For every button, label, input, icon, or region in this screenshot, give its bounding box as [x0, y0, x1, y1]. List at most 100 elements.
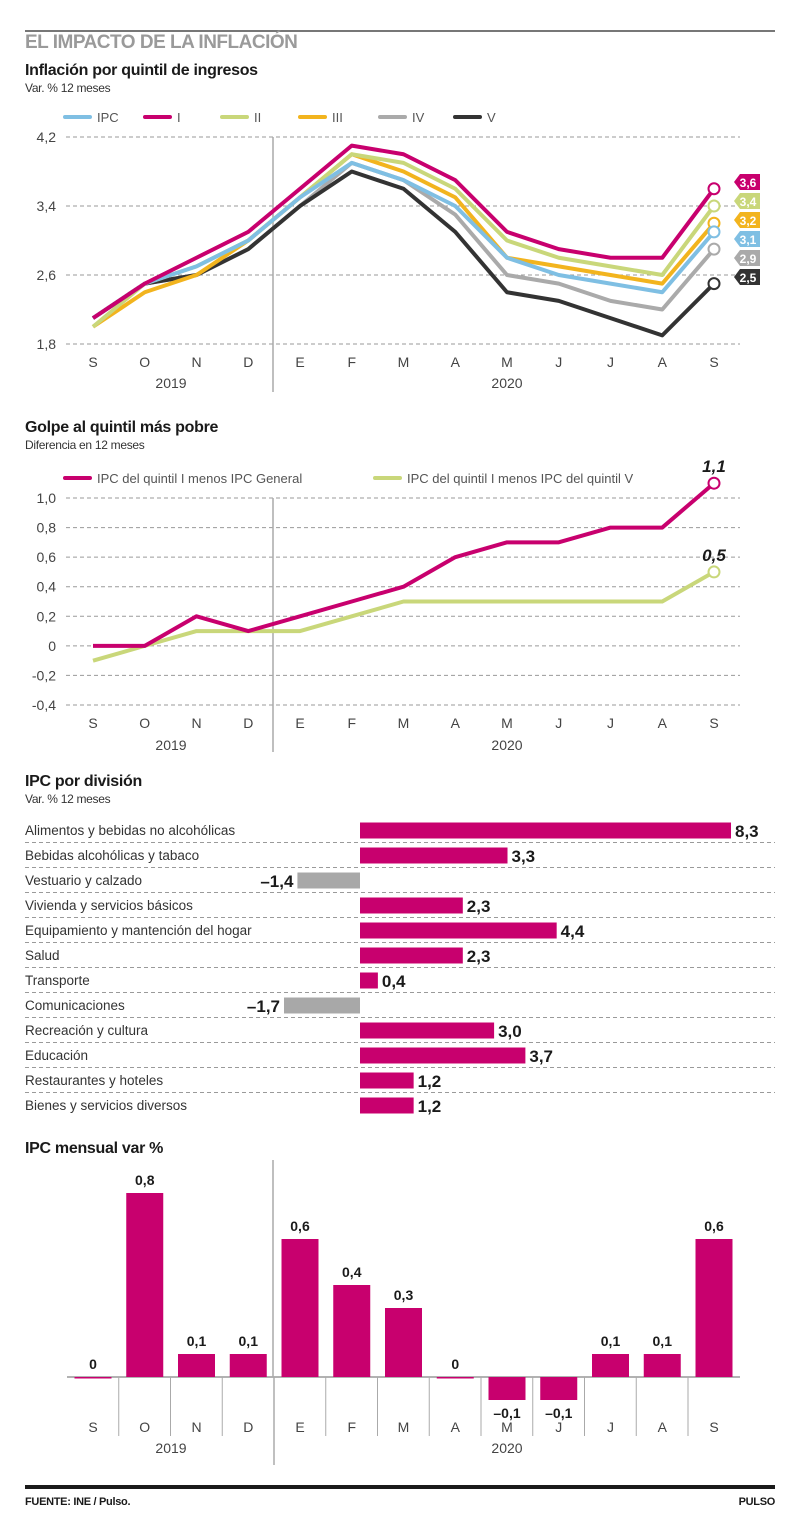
- bar: [360, 1097, 414, 1114]
- x-tick-label: M: [501, 1419, 513, 1435]
- x-tick-label: D: [243, 354, 253, 370]
- end-label-tag-III: [734, 212, 760, 228]
- value-label: 0,4: [382, 972, 406, 991]
- value-label: 8,3: [735, 822, 759, 841]
- x-tick-label: N: [191, 715, 201, 731]
- division-bar-chart: Alimentos y bebidas no alcohólicas 8,3 Beb…: [25, 822, 775, 1116]
- bar: [360, 1022, 495, 1039]
- legend-label-II: II: [254, 110, 261, 125]
- x-tick-label: F: [347, 715, 356, 731]
- category-label: Recreación y cultura: [25, 1023, 149, 1038]
- x-tick-label: N: [191, 1419, 201, 1435]
- x-tick-label: S: [709, 1419, 718, 1435]
- x-tick-label: J: [555, 715, 562, 731]
- y-tick-label: 1,0: [37, 490, 57, 506]
- category-label: Salud: [25, 948, 60, 963]
- value-label: 0,8: [135, 1172, 155, 1188]
- x-tick-label: M: [501, 354, 513, 370]
- end-label-tag-IV: [734, 250, 760, 266]
- x-tick-label: O: [139, 715, 150, 731]
- end-marker-IPC: [707, 225, 721, 239]
- bar: [360, 947, 463, 964]
- value-label: 0,6: [704, 1218, 724, 1234]
- bar: [360, 1047, 526, 1064]
- mensual-bar-chart: 0S0,8O0,1N0,1D0,6E0,4F0,3M0A–0,1M–0,1J0,…: [67, 1160, 740, 1465]
- x-tick-label: A: [658, 354, 668, 370]
- division-chart-title: IPC por división: [25, 773, 142, 790]
- y-tick-label: 4,2: [37, 129, 57, 145]
- bar: [540, 1377, 578, 1400]
- x-tick-label: S: [88, 354, 97, 370]
- series-line-V: [91, 169, 716, 338]
- x-tick-label: A: [658, 1419, 668, 1435]
- value-label: 0,3: [394, 1287, 414, 1303]
- x-tick-label: S: [709, 715, 718, 731]
- bar: [360, 1072, 414, 1089]
- year-label-2019: 2019: [155, 737, 186, 753]
- series-line: [92, 570, 715, 663]
- bar: [284, 997, 360, 1014]
- value-label: 0,6: [290, 1218, 310, 1234]
- x-tick-label: M: [501, 715, 513, 731]
- series-line-IPC: [91, 160, 716, 320]
- value-label: 0,1: [653, 1333, 673, 1349]
- legend-label: IPC del quintil I menos IPC del quintil …: [407, 471, 633, 486]
- x-tick-label: O: [139, 354, 150, 370]
- bar: [360, 922, 557, 939]
- end-label-tag-IPC: [734, 231, 760, 247]
- bar: [297, 872, 360, 889]
- bar: [643, 1354, 681, 1377]
- category-label: Bienes y servicios diversos: [25, 1098, 187, 1113]
- year-label-2020: 2020: [491, 375, 522, 391]
- value-label: 0: [89, 1356, 97, 1372]
- bar: [126, 1193, 164, 1377]
- value-label: 4,4: [561, 922, 585, 941]
- value-label: 3,7: [529, 1047, 553, 1066]
- value-label: –0,1: [493, 1405, 520, 1421]
- category-label: Vivienda y servicios básicos: [25, 898, 193, 913]
- category-label: Alimentos y bebidas no alcohólicas: [25, 823, 235, 838]
- x-tick-label: A: [658, 715, 668, 731]
- x-tick-label: D: [243, 715, 253, 731]
- x-tick-label: M: [398, 1419, 410, 1435]
- x-tick-label: N: [191, 354, 201, 370]
- end-label-II: 3,4: [740, 195, 757, 209]
- golpe-line-chart: IPC del quintil I menos IPC General IPC d…: [32, 457, 740, 753]
- series-line-I: [91, 143, 716, 320]
- quintil-line-chart: IPC I II III IV V4,23,42,61,8S O N D E F M A M J J A S201…: [37, 110, 760, 392]
- year-label-2019: 2019: [155, 375, 186, 391]
- value-label: 0,1: [601, 1333, 621, 1349]
- end-label-IPC: 3,1: [740, 233, 757, 247]
- golpe-chart-title: Golpe al quintil más pobre: [25, 419, 219, 436]
- value-label: 0: [451, 1356, 459, 1372]
- bar: [333, 1285, 371, 1377]
- footer-rule: [25, 1485, 775, 1489]
- end-label-tag-I: [734, 174, 760, 190]
- end-marker-II: [707, 199, 721, 213]
- end-marker: [707, 476, 721, 490]
- value-label: 0,4: [342, 1264, 362, 1280]
- bar: [281, 1239, 319, 1377]
- y-tick-label: 0,2: [37, 608, 57, 624]
- category-label: Transporte: [25, 973, 90, 988]
- x-tick-label: O: [139, 1419, 150, 1435]
- quintil-chart-title: Inflación por quintil de ingresos: [25, 62, 258, 79]
- x-tick-label: J: [555, 1419, 562, 1435]
- end-label-tag-V: [734, 269, 760, 285]
- end-value-label: 1,1: [702, 457, 726, 476]
- x-tick-label: A: [451, 354, 461, 370]
- x-tick-label: A: [451, 715, 461, 731]
- bar: [360, 847, 508, 864]
- value-label: –1,7: [247, 997, 280, 1016]
- x-tick-label: F: [347, 354, 356, 370]
- category-label: Equipamiento y mantención del hogar: [25, 923, 252, 938]
- x-tick-label: S: [88, 1419, 97, 1435]
- legend-label-IV: IV: [412, 110, 425, 125]
- bar: [592, 1354, 629, 1377]
- y-tick-label: 0,4: [37, 579, 57, 595]
- x-tick-label: J: [607, 1419, 614, 1435]
- y-tick-label: -0,4: [32, 697, 56, 713]
- bar: [385, 1308, 422, 1377]
- bar: [229, 1354, 267, 1377]
- value-label: 0,1: [187, 1333, 207, 1349]
